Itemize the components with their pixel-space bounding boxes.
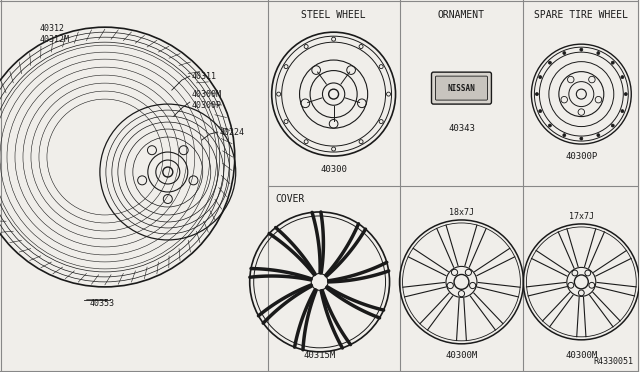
Circle shape [621, 76, 624, 78]
Text: 40353: 40353 [90, 299, 115, 308]
Circle shape [597, 52, 600, 55]
Text: 18x7J: 18x7J [449, 208, 474, 217]
Text: 40224: 40224 [220, 128, 244, 137]
Circle shape [580, 48, 583, 51]
Circle shape [611, 61, 614, 64]
FancyBboxPatch shape [431, 72, 492, 104]
Text: 40312
40312M: 40312 40312M [40, 24, 70, 44]
Circle shape [539, 76, 542, 78]
Circle shape [563, 52, 566, 55]
Text: SPARE TIRE WHEEL: SPARE TIRE WHEEL [534, 10, 628, 20]
Circle shape [536, 93, 538, 96]
Circle shape [548, 124, 552, 127]
Circle shape [621, 110, 624, 113]
Text: 17x7J: 17x7J [569, 212, 594, 221]
Circle shape [611, 124, 614, 127]
Text: 40311: 40311 [192, 72, 217, 81]
Text: 40300: 40300 [320, 165, 347, 174]
Circle shape [624, 93, 627, 96]
Text: NISSAN: NISSAN [447, 84, 476, 93]
Text: 40300M
40300P: 40300M 40300P [192, 90, 222, 110]
Text: R4330051: R4330051 [593, 357, 633, 366]
Text: 40300P: 40300P [565, 152, 598, 161]
Circle shape [548, 61, 552, 64]
Text: COVER: COVER [275, 194, 305, 204]
Text: ORNAMENT: ORNAMENT [438, 10, 485, 20]
Text: 40300M: 40300M [445, 351, 477, 360]
Circle shape [580, 137, 583, 140]
Text: 40300M: 40300M [565, 351, 598, 360]
Circle shape [597, 134, 600, 137]
Circle shape [539, 110, 542, 113]
Text: 40315M: 40315M [303, 351, 336, 360]
Text: STEEL WHEEL: STEEL WHEEL [301, 10, 366, 20]
Circle shape [563, 134, 566, 137]
Text: 40343: 40343 [448, 124, 475, 133]
FancyBboxPatch shape [435, 76, 488, 100]
